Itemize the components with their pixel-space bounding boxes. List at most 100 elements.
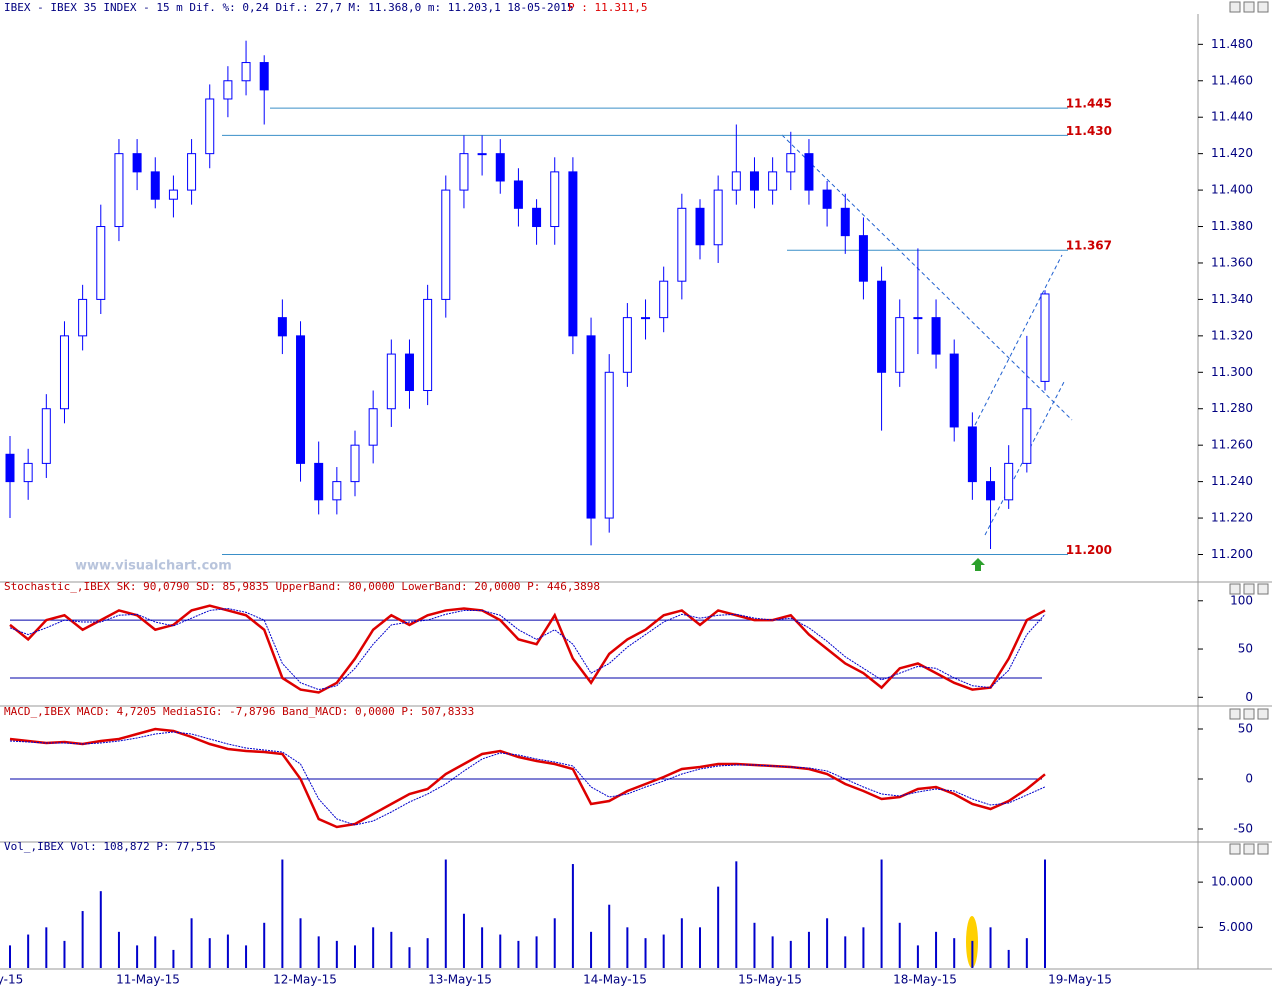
volume-bar	[317, 936, 320, 968]
volume-bar	[807, 931, 810, 968]
y-tick-label: 11.380	[1211, 219, 1253, 233]
volume-bar	[1044, 859, 1046, 968]
candle-body	[477, 153, 487, 156]
y-tick-label: 11.440	[1211, 110, 1253, 124]
y-tick-label: 5.000	[1219, 920, 1253, 934]
candle-body	[695, 207, 705, 246]
candle-body	[913, 317, 923, 320]
y-tick-label: 11.340	[1211, 292, 1253, 306]
y-tick-label: 11.460	[1211, 73, 1253, 87]
x-tick-label: 14-May-15	[583, 973, 647, 987]
volume-bar	[154, 936, 157, 968]
x-tick-label: 18-May-15	[893, 973, 957, 987]
volume-bar	[753, 922, 756, 968]
volume-bar	[117, 931, 120, 968]
volume-bar	[136, 945, 139, 968]
candle-body	[187, 153, 197, 191]
candle-body	[78, 298, 88, 337]
volume-bar	[462, 913, 465, 968]
volume-bar	[27, 934, 30, 968]
window-buttons[interactable]	[1229, 1, 1269, 855]
volume-bar	[444, 859, 447, 968]
candle-body	[513, 180, 523, 209]
candle-body	[277, 317, 287, 337]
candle-body	[223, 80, 233, 100]
candle-body	[114, 153, 124, 228]
volume-bar	[172, 949, 175, 968]
volume-bar	[299, 918, 302, 968]
volume-bar	[99, 891, 102, 968]
volume-bar	[390, 931, 393, 968]
y-tick-label: 11.280	[1211, 401, 1253, 415]
volume-bar	[989, 927, 992, 968]
volume-bar	[208, 938, 211, 968]
volume-bar	[226, 934, 229, 968]
x-tick-label: 13-May-15	[428, 973, 492, 987]
candle-body	[23, 462, 33, 483]
candle-body	[168, 189, 178, 200]
candle-body	[314, 462, 324, 501]
candle-body	[895, 317, 905, 373]
level-label: 11.200	[1066, 543, 1112, 557]
volume-bar	[916, 945, 919, 968]
candle-body	[840, 207, 850, 237]
candle-body	[495, 153, 505, 182]
volume-bar	[935, 931, 938, 968]
volume-bar	[245, 945, 248, 968]
y-tick-label: 50	[1238, 642, 1253, 656]
y-tick-label: 11.420	[1211, 146, 1253, 160]
candle-body	[1022, 408, 1032, 464]
volume-bar	[735, 861, 738, 968]
volume-bar	[608, 904, 611, 968]
volume-bar	[263, 922, 266, 968]
volume-bar	[408, 947, 411, 968]
volume-bar	[699, 927, 701, 968]
y-tick-label: 11.320	[1211, 328, 1253, 342]
level-label: 11.445	[1066, 97, 1112, 111]
candle-body	[459, 153, 469, 191]
volume-bar	[9, 945, 11, 968]
candle-body	[96, 226, 106, 300]
y-tick-label: 100	[1230, 593, 1253, 607]
candle-body	[858, 235, 868, 282]
y-tick-label: -50	[1233, 822, 1253, 836]
watermark: www.visualchart.com	[75, 559, 232, 574]
panel-title: Vol_,IBEX Vol: 108,872 P: 77,515	[4, 840, 216, 853]
volume-bar	[880, 859, 883, 968]
volume-bar	[680, 918, 683, 968]
candle-body	[332, 481, 342, 501]
y-tick-label: 11.400	[1211, 183, 1253, 197]
y-tick-label: 11.300	[1211, 365, 1253, 379]
last-price: P : 11.311,5	[568, 1, 647, 14]
y-tick-label: 11.240	[1211, 474, 1253, 488]
panel-borders	[0, 14, 1272, 970]
volume-bar	[372, 927, 375, 968]
volume-bar	[644, 938, 647, 968]
candle-body	[550, 171, 560, 228]
y-tick-label: 11.220	[1211, 511, 1253, 525]
candle-body	[659, 280, 669, 319]
volume-bar	[190, 918, 193, 968]
candle-body	[641, 317, 651, 320]
candle-body	[568, 171, 578, 337]
volume-bar	[971, 940, 974, 968]
candle-body	[350, 444, 360, 483]
candle-body	[259, 62, 269, 91]
panel-title: MACD_,IBEX MACD: 4,7205 MediaSIG: -7,879…	[4, 705, 474, 718]
y-tick-label: 0	[1245, 690, 1253, 704]
x-tick-label: 15-May-15	[738, 973, 802, 987]
candle-body	[423, 298, 433, 392]
volume-bar	[590, 931, 593, 968]
volume-bar	[898, 922, 901, 968]
indicator-line	[9, 604, 1046, 694]
volume-bar	[535, 936, 538, 968]
indicator-line	[9, 731, 1046, 826]
volume-bar	[862, 927, 865, 968]
volume-bar	[826, 918, 829, 968]
volume-bar	[81, 911, 84, 968]
volume-bar	[45, 927, 48, 968]
y-tick-label: 11.260	[1211, 438, 1253, 452]
y-tick-label: 10.000	[1211, 875, 1253, 889]
volume-bar	[771, 936, 774, 968]
